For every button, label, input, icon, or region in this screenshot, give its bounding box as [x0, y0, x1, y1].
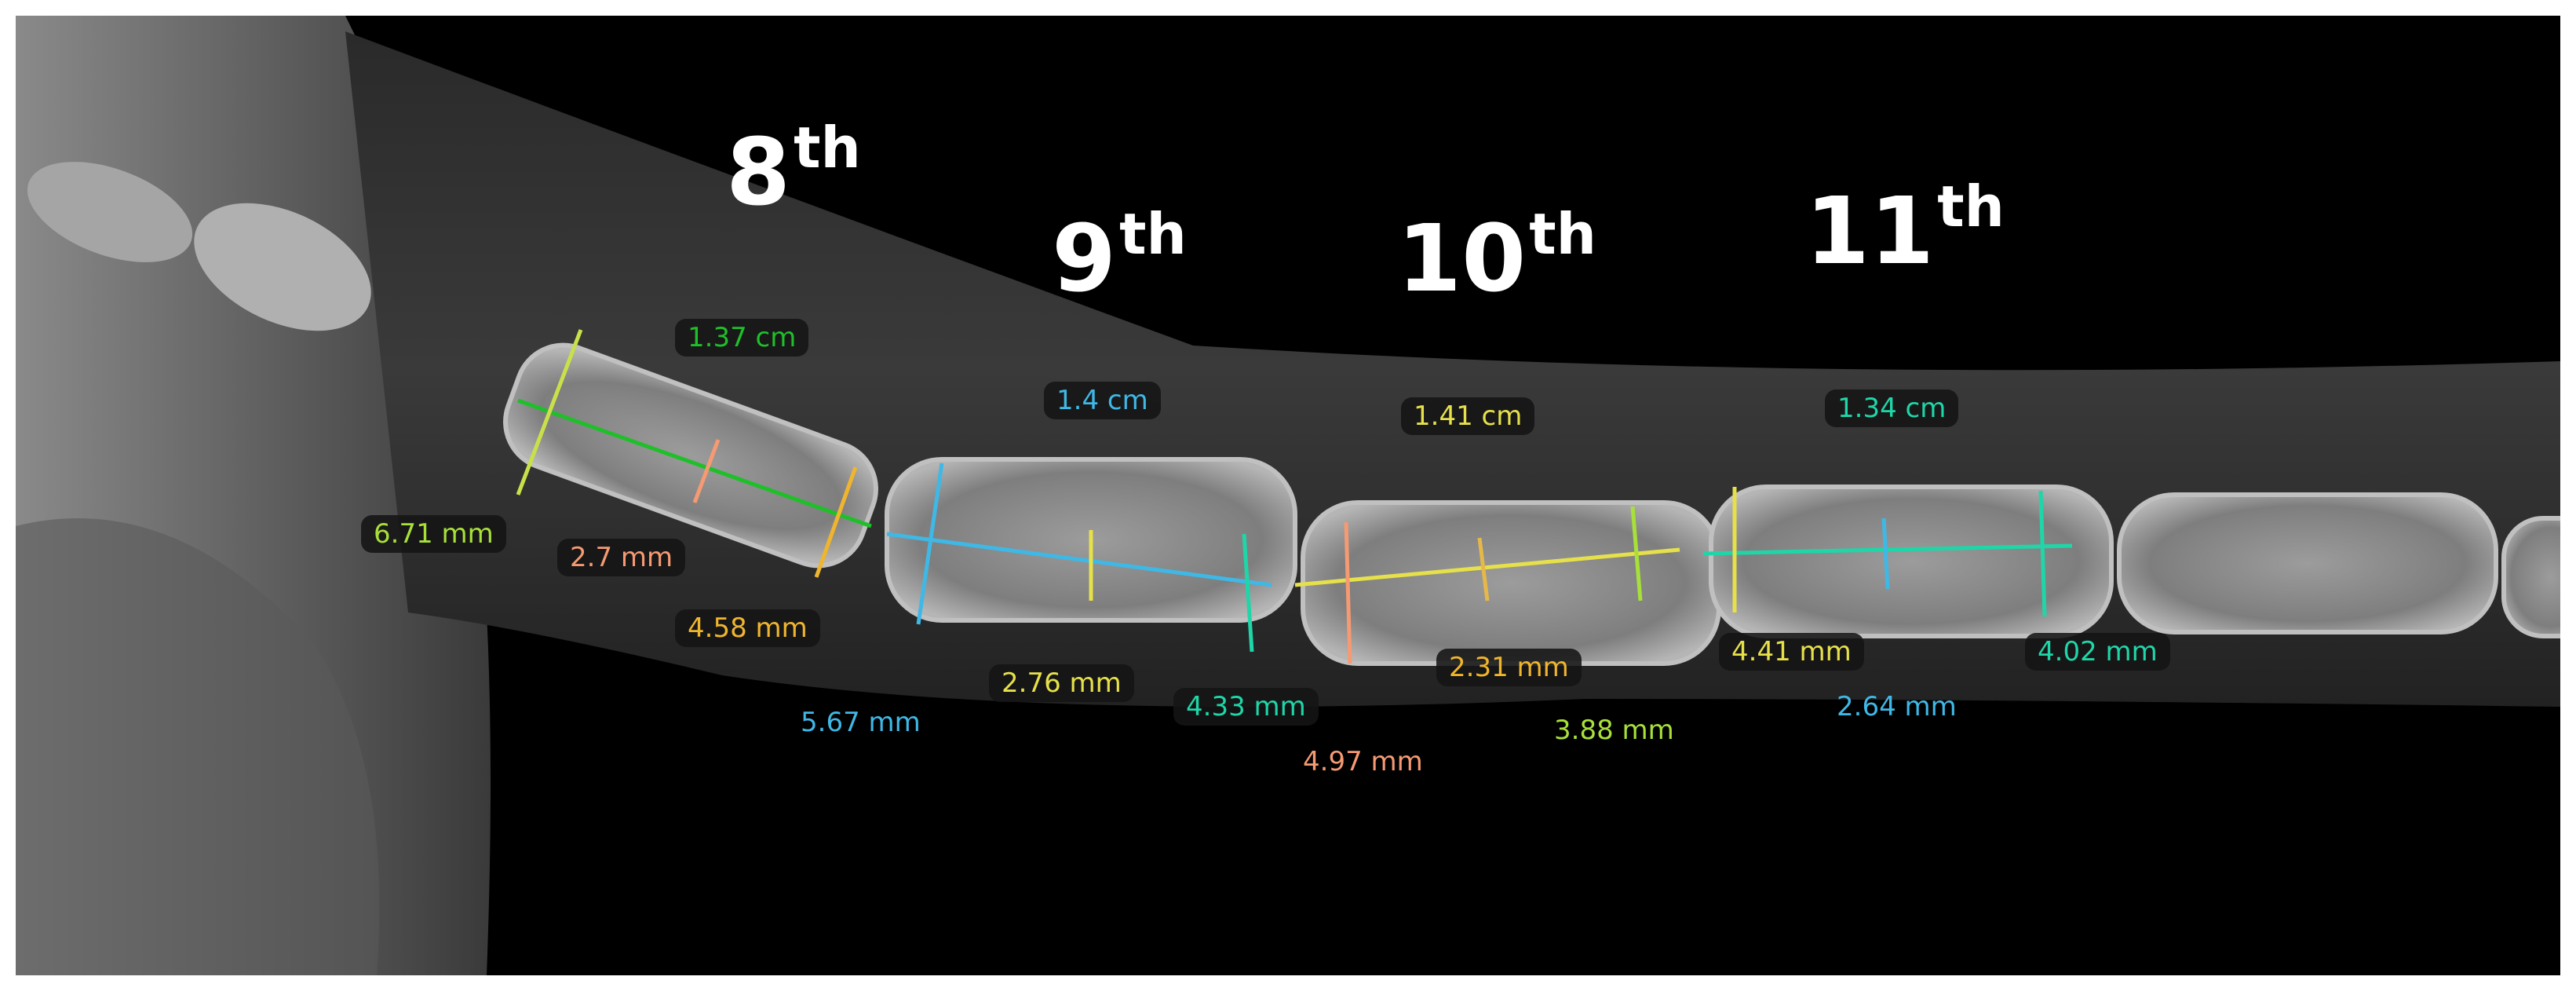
length-label-9: 1.4 cm [1044, 382, 1161, 419]
body-shadow [16, 518, 380, 975]
mid-label-10: 2.31 mm [1436, 649, 1582, 686]
measure-line-8-length [517, 398, 872, 528]
measure-line-10-length [1294, 547, 1680, 587]
measure-line-8-prox [516, 329, 583, 496]
upper-bone-2 [194, 203, 371, 331]
dist-label-10: 3.88 mm [1554, 715, 1674, 746]
measure-line-9-prox [916, 463, 944, 625]
measure-line-8-mid [692, 439, 721, 503]
measure-line-11-length [1702, 543, 2073, 556]
vertebra-10 [1301, 500, 1721, 666]
measure-line-11-dist [2038, 490, 2047, 617]
prox-label-9: 5.67 mm [801, 707, 921, 738]
measure-line-10-prox [1344, 521, 1352, 664]
prox-label-11: 4.41 mm [1719, 633, 1864, 671]
vertebra-13 [2501, 516, 2560, 638]
radiograph-image [16, 16, 2560, 975]
vertebra-12 [2117, 492, 2498, 634]
mid-label-11: 2.64 mm [1837, 691, 1957, 722]
prox-label-8: 6.71 mm [361, 515, 506, 553]
vertebra-label-8: 8th [726, 115, 861, 226]
radiograph-frame: 8th 9th 10th 11th 1.37 cm 1.4 cm 1.41 cm… [16, 16, 2560, 975]
mid-label-9: 2.76 mm [989, 664, 1134, 702]
vertebra-label-11: 11th [1805, 174, 2005, 285]
dist-label-8: 4.58 mm [675, 609, 820, 647]
length-label-11: 1.34 cm [1825, 389, 1959, 427]
vertebra-11 [1709, 485, 2114, 638]
vertebra-label-9: 9th [1052, 201, 1187, 313]
measure-line-9-dist [1242, 533, 1254, 653]
vertebra-label-10: 10th [1397, 201, 1596, 313]
measure-line-8-dist [814, 466, 858, 578]
upper-bone-1 [27, 162, 193, 262]
dist-label-9: 4.33 mm [1173, 688, 1319, 726]
measure-line-10-mid [1477, 537, 1490, 602]
dist-label-11: 4.02 mm [2025, 633, 2170, 671]
measure-line-11-mid [1881, 517, 1890, 590]
vertebra-8 [503, 342, 878, 569]
length-label-10: 1.41 cm [1401, 397, 1535, 435]
mid-label-8: 2.7 mm [557, 539, 686, 576]
prox-label-10: 4.97 mm [1303, 746, 1423, 777]
length-label-8: 1.37 cm [675, 319, 809, 357]
measure-line-10-dist [1630, 506, 1643, 602]
measure-line-9-length [886, 532, 1272, 587]
